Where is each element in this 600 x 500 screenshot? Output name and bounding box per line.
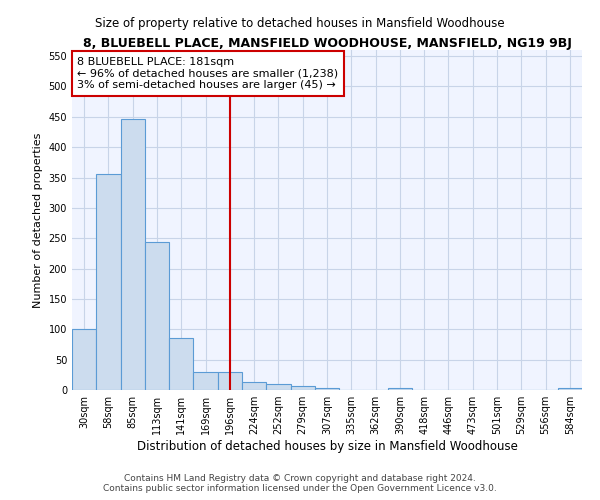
Bar [193, 372, 218, 390]
Bar [558, 388, 582, 390]
X-axis label: Distribution of detached houses by size in Mansfield Woodhouse: Distribution of detached houses by size … [137, 440, 517, 453]
Bar [145, 242, 169, 390]
Bar [121, 118, 145, 390]
Text: Size of property relative to detached houses in Mansfield Woodhouse: Size of property relative to detached ho… [95, 18, 505, 30]
Bar [169, 338, 193, 390]
Bar [290, 386, 315, 390]
Text: 8 BLUEBELL PLACE: 181sqm
← 96% of detached houses are smaller (1,238)
3% of semi: 8 BLUEBELL PLACE: 181sqm ← 96% of detach… [77, 57, 338, 90]
Text: Contains public sector information licensed under the Open Government Licence v3: Contains public sector information licen… [103, 484, 497, 493]
Title: 8, BLUEBELL PLACE, MANSFIELD WOODHOUSE, MANSFIELD, NG19 9BJ: 8, BLUEBELL PLACE, MANSFIELD WOODHOUSE, … [83, 37, 571, 50]
Y-axis label: Number of detached properties: Number of detached properties [33, 132, 43, 308]
Bar [266, 384, 290, 390]
Bar [315, 388, 339, 390]
Bar [218, 372, 242, 390]
Bar [388, 388, 412, 390]
Bar [242, 382, 266, 390]
Bar [96, 174, 121, 390]
Text: Contains HM Land Registry data © Crown copyright and database right 2024.: Contains HM Land Registry data © Crown c… [124, 474, 476, 483]
Bar [72, 330, 96, 390]
